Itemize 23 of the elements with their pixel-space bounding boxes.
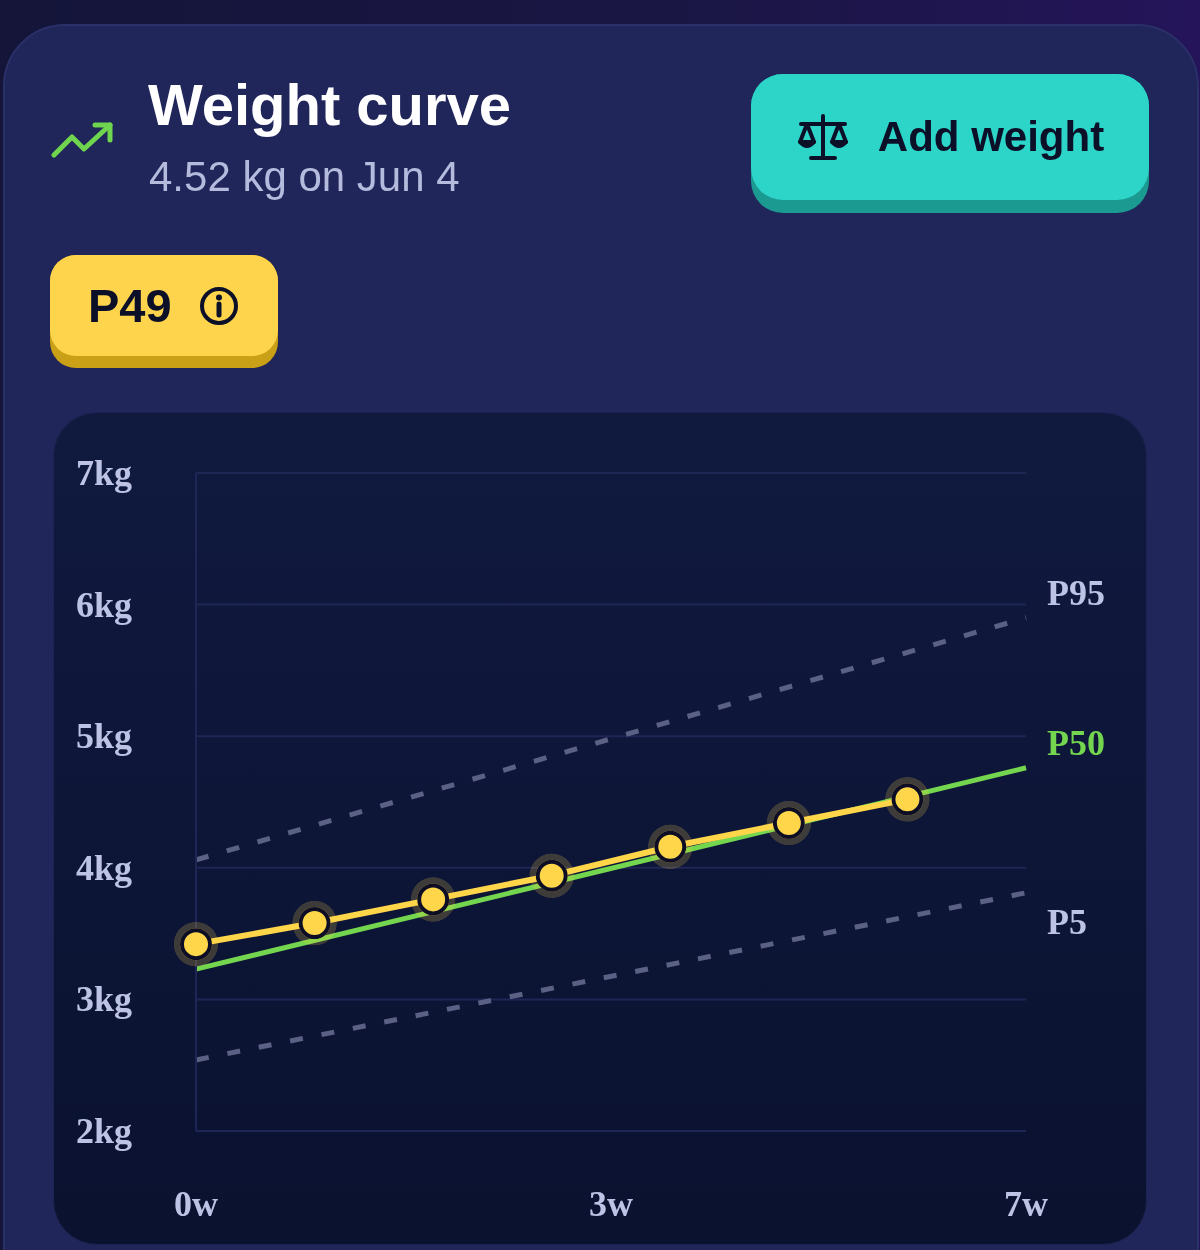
y-tick-label: 4kg [75, 847, 132, 888]
series-label: P5 [1047, 901, 1087, 942]
y-tick-label: 7kg [75, 453, 132, 493]
series-label: P50 [1047, 722, 1105, 763]
point [891, 783, 924, 816]
point [417, 883, 450, 916]
button: Add weight [751, 74, 1149, 213]
y-tick-label: 6kg [75, 584, 132, 625]
x-tick-label: 7w [1004, 1184, 1048, 1224]
point [535, 859, 568, 892]
point [298, 907, 331, 940]
badge: P49 [50, 255, 278, 368]
point [180, 928, 212, 961]
point [772, 807, 805, 840]
series-label: P95 [1047, 572, 1105, 613]
x-tick-label: 3w [589, 1184, 633, 1224]
chart-subtitle: 4.52 kg on Jun 4 [149, 152, 460, 202]
chart-title: Weight curve [148, 71, 512, 139]
y-tick-label: 3kg [75, 979, 132, 1020]
y-tick-label: 5kg [75, 716, 132, 757]
x-tick-label: 0w [174, 1184, 218, 1224]
point [654, 830, 687, 863]
y-tick-label: 2kg [75, 1111, 132, 1151]
